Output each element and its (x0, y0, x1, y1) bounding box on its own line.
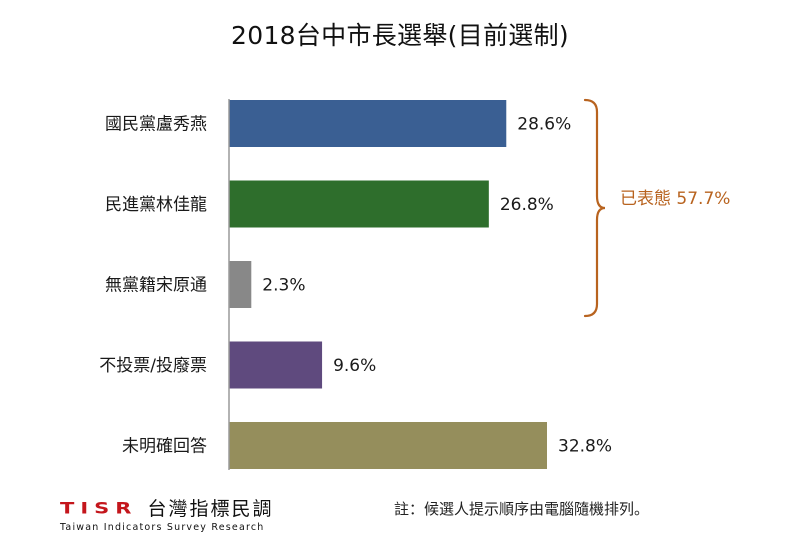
category-label: 國民黨盧秀燕 (105, 115, 207, 135)
bracket-label: 已表態 57.7% (620, 189, 730, 209)
category-label: 未明確回答 (122, 437, 207, 457)
value-label: 9.6% (333, 356, 376, 376)
logo-subtitle: Taiwan Indicators Survey Research (60, 522, 265, 533)
bar (229, 341, 323, 389)
logo-name: 台灣指標民調 (147, 498, 274, 520)
value-label: 2.3% (262, 276, 305, 296)
bar (229, 100, 507, 147)
value-label: 28.6% (517, 115, 571, 135)
logo-code: TISR (60, 499, 138, 517)
bar (229, 261, 252, 308)
tisr-logo: TISR 台灣指標民調 Taiwan Indicators Survey Res… (60, 494, 380, 540)
value-label: 26.8% (500, 195, 554, 215)
footer-note: 註：候選人提示順序由電腦隨機排列。 (394, 500, 650, 518)
category-label: 不投票/投廢票 (99, 356, 207, 376)
value-label: 32.8% (558, 437, 612, 457)
bar (229, 422, 547, 469)
bracket (583, 98, 606, 318)
chart-title: 2018台中市長選舉(目前選制) (231, 21, 569, 50)
category-label: 民進黨林佳龍 (105, 195, 207, 215)
bar (229, 180, 489, 228)
category-label: 無黨籍宋原通 (105, 276, 207, 296)
